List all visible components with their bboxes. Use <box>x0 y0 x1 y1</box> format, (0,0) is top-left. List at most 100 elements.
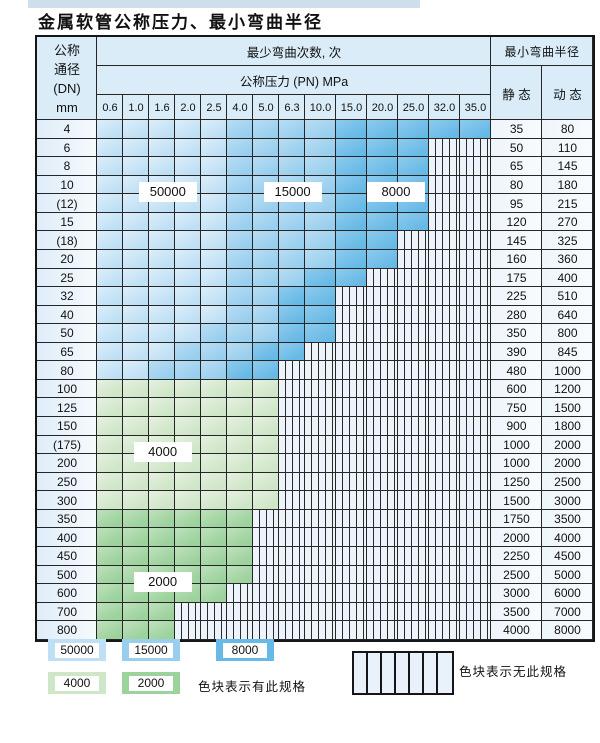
spec-cell <box>201 175 227 195</box>
static-value: 160 <box>491 249 542 269</box>
static-value: 600 <box>491 379 542 399</box>
spec-cell <box>149 398 175 417</box>
no-spec-cell <box>253 621 279 640</box>
static-value: 3500 <box>491 602 542 622</box>
no-spec-cell <box>367 361 398 380</box>
no-spec-cell <box>253 584 279 603</box>
spec-cell <box>97 546 123 566</box>
no-spec-cell <box>460 231 491 250</box>
spec-cell <box>227 379 253 399</box>
dynamic-value: 270 <box>542 212 593 232</box>
static-value: 50 <box>491 138 542 158</box>
no-spec-cell <box>253 546 279 566</box>
dynamic-value: 145 <box>542 157 593 176</box>
dn-cell: 15 <box>37 212 97 232</box>
spec-cell <box>201 305 227 325</box>
dn-cell: 450 <box>37 546 97 566</box>
dn-cell: 500 <box>37 565 97 585</box>
dn-cell: 4 <box>37 120 97 139</box>
no-spec-cell <box>429 287 460 306</box>
spec-cell <box>227 249 253 269</box>
pressure-tick: 1.6 <box>149 95 175 120</box>
static-value: 900 <box>491 417 542 436</box>
static-value: 2250 <box>491 546 542 566</box>
page-title: 金属软管公称压力、最小弯曲半径 <box>38 13 323 33</box>
spec-cell <box>123 157 149 176</box>
spec-cell <box>253 435 279 455</box>
spec-cell <box>227 565 253 585</box>
spec-cell <box>336 194 367 213</box>
legend-chip-label: 15000 <box>129 642 173 658</box>
spec-cell <box>175 287 201 306</box>
pressure-tick: 2.0 <box>175 95 201 120</box>
no-spec-cell <box>429 361 460 380</box>
no-spec-cell <box>398 361 429 380</box>
pressure-tick: 32.0 <box>429 95 460 120</box>
no-spec-cell <box>429 621 460 640</box>
spec-cell <box>123 621 149 640</box>
spec-cell <box>149 268 175 288</box>
spec-cell <box>123 287 149 306</box>
no-spec-cell <box>460 305 491 325</box>
spec-cell <box>367 157 398 176</box>
spec-cell <box>123 509 149 529</box>
spec-cell <box>149 602 175 622</box>
dynamic-value: 2500 <box>542 472 593 492</box>
spec-cell <box>97 584 123 603</box>
no-spec-cell <box>429 565 460 585</box>
spec-cell <box>97 435 123 455</box>
legend-chip-label: 4000 <box>55 675 99 691</box>
dynamic-value: 640 <box>542 305 593 325</box>
spec-cell <box>97 398 123 417</box>
no-spec-cell <box>305 342 336 362</box>
spec-cell <box>253 472 279 492</box>
no-spec-cell <box>460 472 491 492</box>
no-spec-cell <box>367 287 398 306</box>
dynamic-value: 2000 <box>542 435 593 455</box>
static-value: 120 <box>491 212 542 232</box>
spec-cell <box>97 528 123 547</box>
dn-cell: 300 <box>37 491 97 510</box>
no-spec-cell <box>336 287 367 306</box>
no-spec-cell <box>336 621 367 640</box>
cycle-zone-label-15000: 15000 <box>263 182 322 203</box>
spec-cell <box>398 120 429 139</box>
spec-cell <box>305 138 336 158</box>
spec-cell <box>175 268 201 288</box>
spec-cell <box>175 212 201 232</box>
no-spec-cell <box>460 398 491 417</box>
dn-cell: 350 <box>37 509 97 529</box>
no-spec-cell <box>279 509 305 529</box>
no-spec-cell <box>429 212 460 232</box>
spec-cell <box>227 324 253 343</box>
dn-cell: 125 <box>37 398 97 417</box>
spec-cell <box>175 231 201 250</box>
no-spec-cell <box>336 342 367 362</box>
dn-cell: 200 <box>37 454 97 473</box>
no-spec-cell <box>460 454 491 473</box>
no-spec-cell <box>398 528 429 547</box>
spec-cell <box>149 491 175 510</box>
dynamic-value: 6000 <box>542 584 593 603</box>
spec-cell <box>398 212 429 232</box>
no-spec-cell <box>367 584 398 603</box>
spec-cell <box>367 120 398 139</box>
no-spec-cell <box>429 231 460 250</box>
dynamic-value: 3500 <box>542 509 593 529</box>
spec-cell <box>201 379 227 399</box>
spec-cell <box>97 602 123 622</box>
no-spec-cell <box>336 472 367 492</box>
cycle-zone-label-8000: 8000 <box>367 182 425 203</box>
dn-cell: 600 <box>37 584 97 603</box>
spec-cell <box>149 212 175 232</box>
no-spec-cell <box>429 528 460 547</box>
no-spec-sample-cell <box>368 653 382 693</box>
spec-cell <box>227 417 253 436</box>
legend-chip-label: 8000 <box>223 642 267 658</box>
spec-cell <box>175 491 201 510</box>
spec-cell <box>227 472 253 492</box>
no-spec-cell <box>367 621 398 640</box>
spec-cell <box>305 324 336 343</box>
spec-cell <box>123 138 149 158</box>
